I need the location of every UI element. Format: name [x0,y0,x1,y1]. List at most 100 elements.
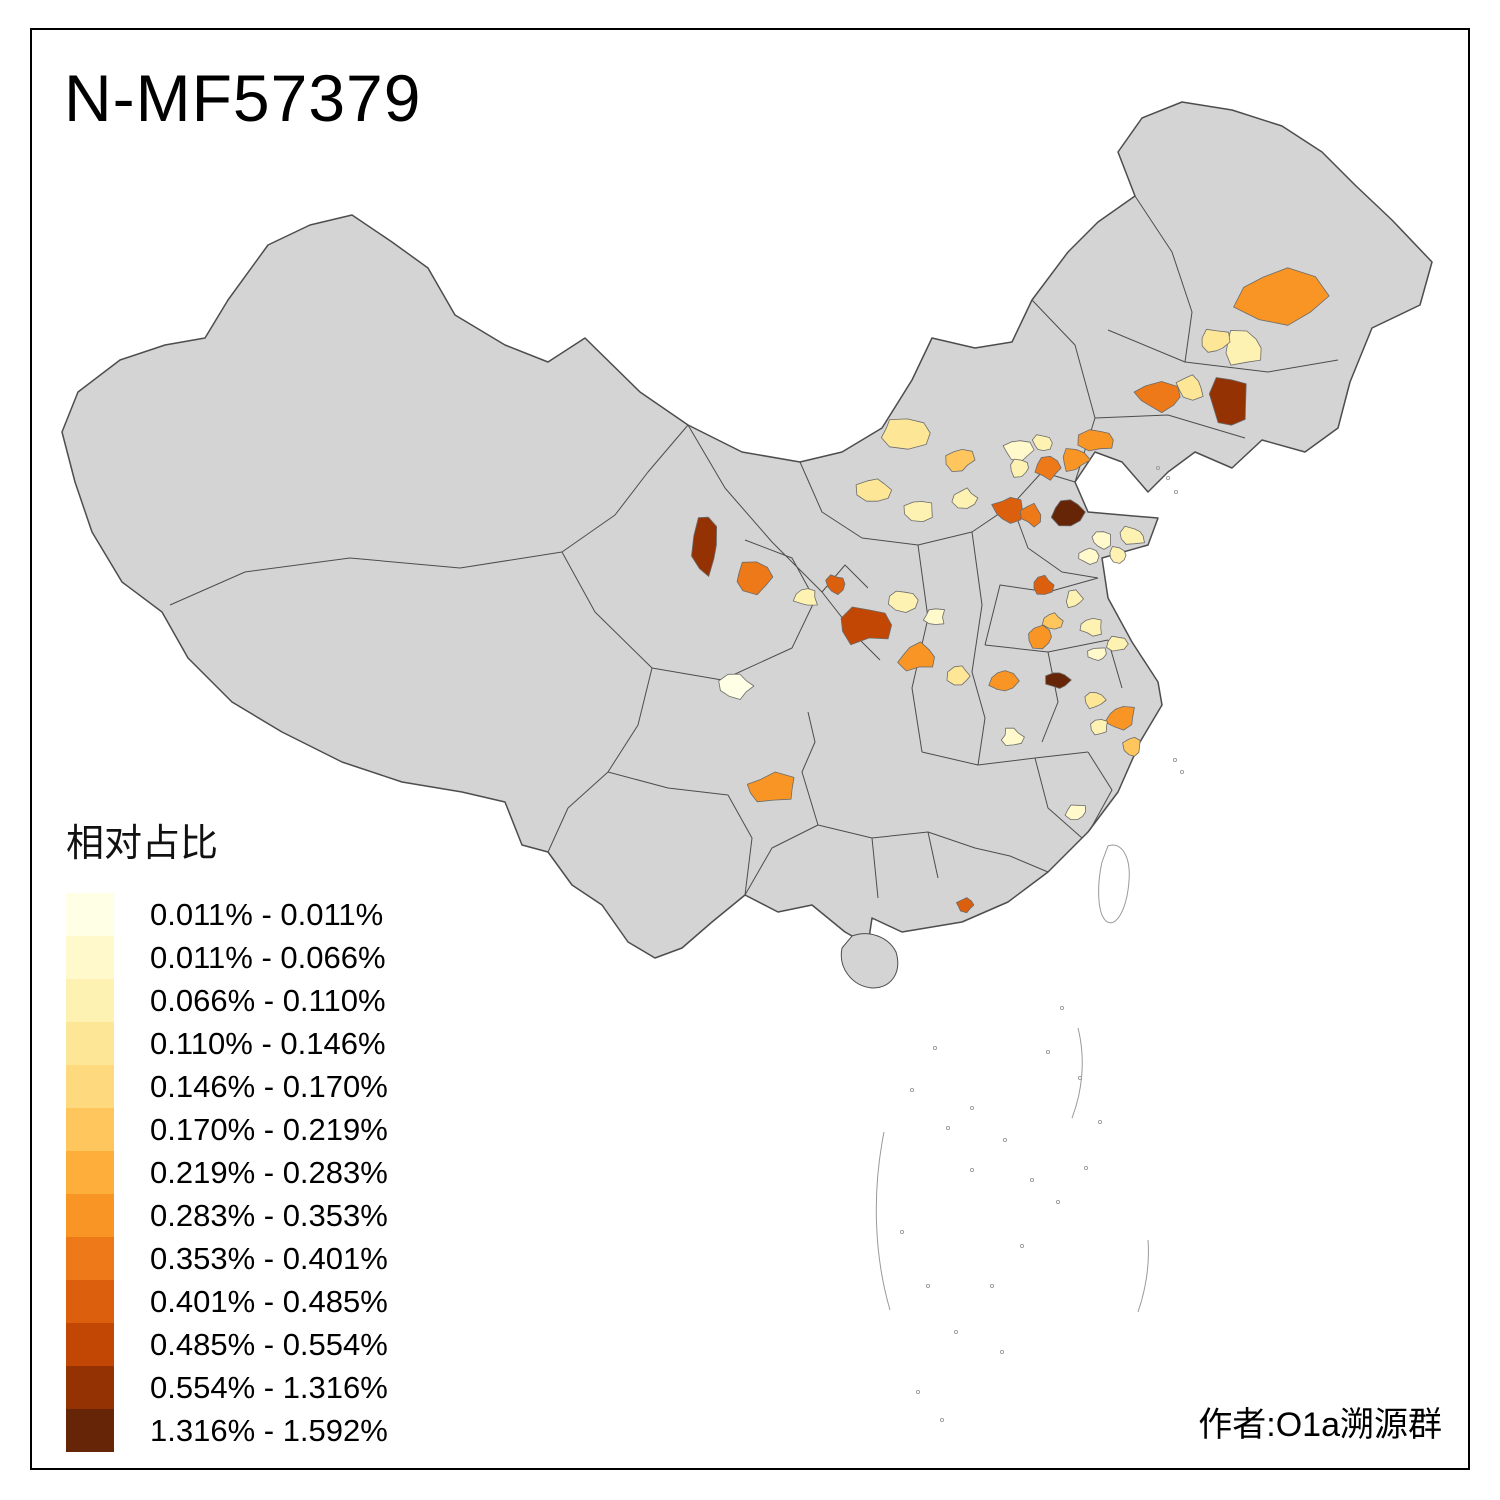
prefecture-region [1010,458,1029,478]
prefecture-region [1122,737,1141,757]
small-island-dot [1029,1177,1035,1183]
prefecture-region [1032,434,1053,451]
small-island-dot [1019,1243,1025,1249]
prefecture-region [903,501,933,522]
legend-swatch [66,936,114,979]
legend-label: 1.316% - 1.592% [150,1412,388,1448]
small-island-dot [1077,1075,1083,1081]
prefecture-region [1050,499,1086,527]
prefecture-region [1041,612,1064,630]
small-island-dot [1172,757,1178,763]
small-island-dot [989,1283,995,1289]
prefecture-region [881,418,931,450]
prefecture-region [1233,267,1330,326]
attribution: 作者:O1a溯源群 [1198,1406,1442,1444]
province-border [1041,651,1059,743]
small-island-dot [939,1417,945,1423]
legend-label: 0.401% - 0.485% [150,1283,388,1319]
legend-item: 0.353% - 0.401% [66,1237,388,1280]
prefecture-region [946,665,971,686]
legend-label: 0.554% - 1.316% [150,1369,388,1405]
legend-label: 0.283% - 0.353% [150,1197,388,1233]
province-border [687,424,881,661]
taiwan-island [1098,844,1130,924]
legend-swatch [66,1194,114,1237]
sea-boundary-line [1071,1027,1083,1119]
province-border [744,824,1049,896]
legend-item: 0.146% - 0.170% [66,1065,388,1108]
small-island-dot [909,1087,915,1093]
province-border [561,424,689,553]
legend-swatch [66,979,114,1022]
legend-title: 相对占比 [66,823,219,865]
prefecture-region [1033,574,1055,595]
legend-label: 0.146% - 0.170% [150,1068,388,1104]
province-border [607,771,753,896]
prefecture-region [1175,374,1204,401]
mainland-outline [61,101,1433,959]
prefecture-region [1079,618,1102,637]
province-border [984,577,1099,646]
prefecture-region [746,771,795,803]
prefecture-region [1109,546,1127,564]
province-border [801,711,819,826]
prefecture-region [1106,635,1129,652]
prefecture-region [1225,330,1262,366]
small-island-dot [925,1283,931,1289]
legend-swatch [66,1366,114,1409]
legend-item: 0.066% - 0.110% [66,979,388,1022]
small-island-dot [1179,769,1185,775]
prefecture-region [991,497,1023,524]
prefecture-region [1104,706,1135,731]
legend: 相对占比 0.011% - 0.011% 0.011% - 0.066% 0.066… [66,812,388,1452]
province-border [1031,299,1096,483]
legend-item: 0.554% - 1.316% [66,1366,388,1409]
legend-swatch [66,1065,114,1108]
small-island-dot [1173,489,1179,495]
small-island-dot [899,1229,905,1235]
legend-label: 0.011% - 0.011% [150,896,384,932]
province-border [169,551,563,606]
prefecture-region [1028,624,1052,650]
prefecture-region [1000,727,1025,746]
legend-label: 0.219% - 0.283% [150,1154,388,1190]
province-border [1094,414,1246,439]
legend-label: 0.110% - 0.146% [150,1025,386,1061]
small-island-dot [932,1045,938,1051]
prefecture-region [691,516,717,577]
small-island-dot [953,1329,959,1335]
legend-item: 0.219% - 0.283% [66,1151,388,1194]
province-border [1107,329,1339,373]
legend-label: 0.170% - 0.219% [150,1111,388,1147]
legend-swatch [66,1022,114,1065]
legend-item: 0.485% - 0.554% [66,1323,388,1366]
prefecture-region [1019,502,1042,528]
province-border [871,837,879,899]
legend-item: 1.316% - 1.592% [66,1409,388,1452]
province-border [1034,757,1083,839]
province-border [971,531,986,766]
prefecture-region [840,606,892,646]
small-island-dot [969,1167,975,1173]
small-island-dot [1097,1119,1103,1125]
legend-label: 0.011% - 0.066% [150,939,386,975]
prefecture-region [951,487,979,509]
small-island-dot [915,1389,921,1395]
prefecture-region [888,590,919,613]
prefecture-region [1201,328,1231,353]
prefecture-region [1087,647,1107,661]
small-island-dot [1083,1165,1089,1171]
prefecture-region [855,478,893,502]
legend-swatch [66,1409,114,1452]
small-island-dot [1059,1005,1065,1011]
prefecture-region [1078,547,1100,565]
province-border [927,831,939,879]
prefecture-region [1084,692,1107,710]
province-border [1011,504,1099,579]
small-island-dot [999,1349,1005,1355]
legend-label: 0.485% - 0.554% [150,1326,388,1362]
hainan-island [840,933,899,989]
legend-swatch [66,893,114,936]
legend-item: 0.283% - 0.353% [66,1194,388,1237]
